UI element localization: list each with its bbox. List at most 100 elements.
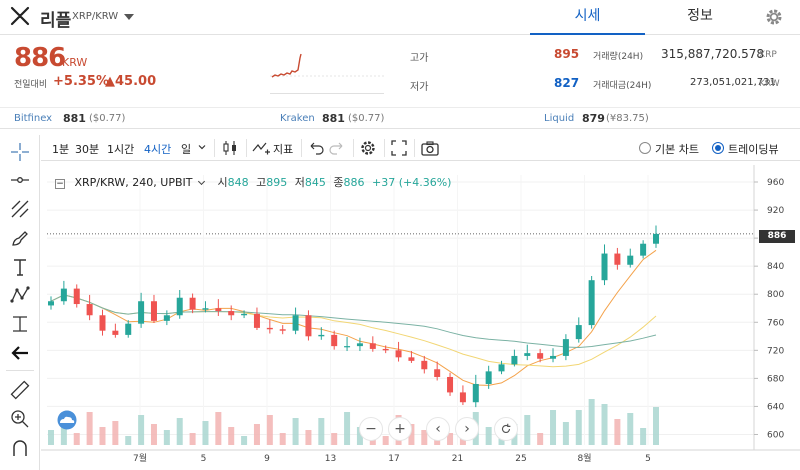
candle [575, 325, 582, 340]
interval-30m[interactable]: 30분 [75, 143, 100, 156]
indicator-icon[interactable] [252, 139, 270, 157]
candle [434, 369, 441, 377]
interval-4h[interactable]: 4시간 [144, 143, 172, 156]
candle [86, 304, 93, 316]
reset-icon[interactable] [494, 417, 518, 441]
ruler-icon[interactable] [8, 378, 32, 402]
gear-icon[interactable] [764, 7, 784, 27]
y-tick-label: 640 [767, 402, 784, 412]
low-value: 827 [554, 76, 580, 90]
chevron-down-icon[interactable] [197, 142, 207, 152]
redo-icon[interactable] [328, 139, 346, 157]
volume-bar [138, 415, 145, 445]
measure-tool-icon[interactable] [8, 312, 32, 336]
divider [353, 139, 354, 157]
candle [60, 288, 67, 302]
text-tool-icon[interactable] [8, 255, 32, 279]
candle [138, 301, 145, 324]
candle [253, 313, 260, 328]
candle [511, 355, 518, 365]
chart-legend: − XRP/KRW, 240, UPBIT 시848 고895 저845 종88… [55, 174, 451, 190]
arrow-left-icon[interactable] [8, 341, 32, 365]
legend-high-label: 고 [256, 176, 267, 189]
interval-day[interactable]: 일 [181, 143, 192, 156]
candle [344, 346, 351, 348]
candle [292, 315, 299, 331]
xrp-logo-icon [10, 6, 30, 26]
chart-canvas[interactable]: 960920880840800760720680640600 7월5913172… [41, 165, 800, 470]
scroll-left-button[interactable]: ‹ [426, 417, 450, 441]
pattern-tool-icon[interactable] [8, 283, 32, 307]
chevron-down-icon[interactable] [124, 14, 134, 20]
volume-bar [331, 433, 338, 445]
y-tick-label: 720 [767, 346, 784, 356]
tradingview-cloud-icon[interactable] [54, 410, 80, 430]
tradingview-radio[interactable] [712, 142, 724, 154]
high-label: 고가 [410, 53, 429, 64]
legend-symbol: XRP/KRW, 240, UPBIT [74, 176, 193, 189]
candle [562, 339, 569, 356]
trend-line-icon[interactable] [8, 168, 32, 192]
indicator-label[interactable]: 지표 [273, 143, 294, 156]
camera-icon[interactable] [420, 139, 440, 157]
chevron-down-icon[interactable] [197, 177, 206, 186]
brush-icon[interactable] [8, 226, 32, 250]
candle [279, 329, 286, 331]
basic-chart-radio[interactable] [639, 142, 651, 154]
candle [601, 253, 608, 281]
candle [189, 297, 196, 310]
candle [112, 330, 119, 335]
interval-1h[interactable]: 1시간 [107, 143, 135, 156]
collapse-icon[interactable]: − [55, 179, 65, 189]
tab-market[interactable]: 시세 [530, 0, 645, 35]
drawing-tools-panel [0, 135, 40, 470]
candle [550, 355, 557, 359]
high-value: 895 [554, 47, 580, 61]
candle-type-icon[interactable] [221, 139, 239, 157]
volume-bar [48, 430, 54, 445]
zoom-in-icon[interactable] [8, 407, 32, 431]
candle [588, 280, 595, 326]
y-tick-label: 600 [767, 430, 784, 440]
tradingview-label[interactable]: 트레이딩뷰 [728, 143, 779, 156]
exchange-name: Liquid [544, 113, 575, 124]
candles [48, 225, 659, 408]
top-header: 리플 XRP/KRW 시세 정보 [0, 0, 800, 35]
volume-bar [99, 427, 106, 445]
scroll-right-button[interactable]: › [455, 417, 479, 441]
volume-bar [447, 433, 454, 445]
turnover-label: 거래대금(24H) [593, 81, 652, 91]
candle [331, 334, 338, 347]
low-label: 저가 [410, 82, 429, 93]
tab-info[interactable]: 정보 [687, 8, 713, 24]
volume-bar [640, 428, 647, 445]
volume-bar [537, 433, 544, 445]
change-percent: +5.35% [53, 74, 109, 89]
fullscreen-icon[interactable] [390, 139, 408, 157]
zoom-in-button[interactable]: + [388, 417, 412, 441]
volume-bar [524, 415, 531, 445]
zoom-out-button[interactable]: − [359, 417, 383, 441]
basic-chart-label[interactable]: 기본 차트 [655, 143, 699, 156]
settings-icon[interactable] [359, 139, 377, 157]
exchange-name: Bitfinex [14, 113, 53, 124]
candle [459, 392, 466, 403]
volume-bar [562, 422, 569, 445]
legend-high: 895 [266, 176, 288, 189]
volume-bar [202, 421, 209, 445]
crosshair-icon[interactable] [8, 140, 32, 164]
volume-bar [73, 433, 80, 445]
volume-bar [356, 427, 363, 445]
magnet-icon[interactable] [8, 436, 32, 460]
fib-tool-icon[interactable] [8, 197, 32, 221]
interval-1m[interactable]: 1분 [52, 143, 70, 156]
turnover-unit: KRW [759, 79, 780, 89]
divider [301, 139, 302, 157]
candle [99, 315, 106, 331]
price-chart[interactable]: 960920880840800760720680640600 7월5913172… [41, 165, 800, 470]
undo-icon[interactable] [307, 139, 325, 157]
turnover-value: 273,051,021,731 [690, 77, 776, 88]
y-tick-label: 920 [767, 206, 784, 216]
exchange-price: 879 [582, 112, 605, 125]
candle [125, 323, 132, 335]
